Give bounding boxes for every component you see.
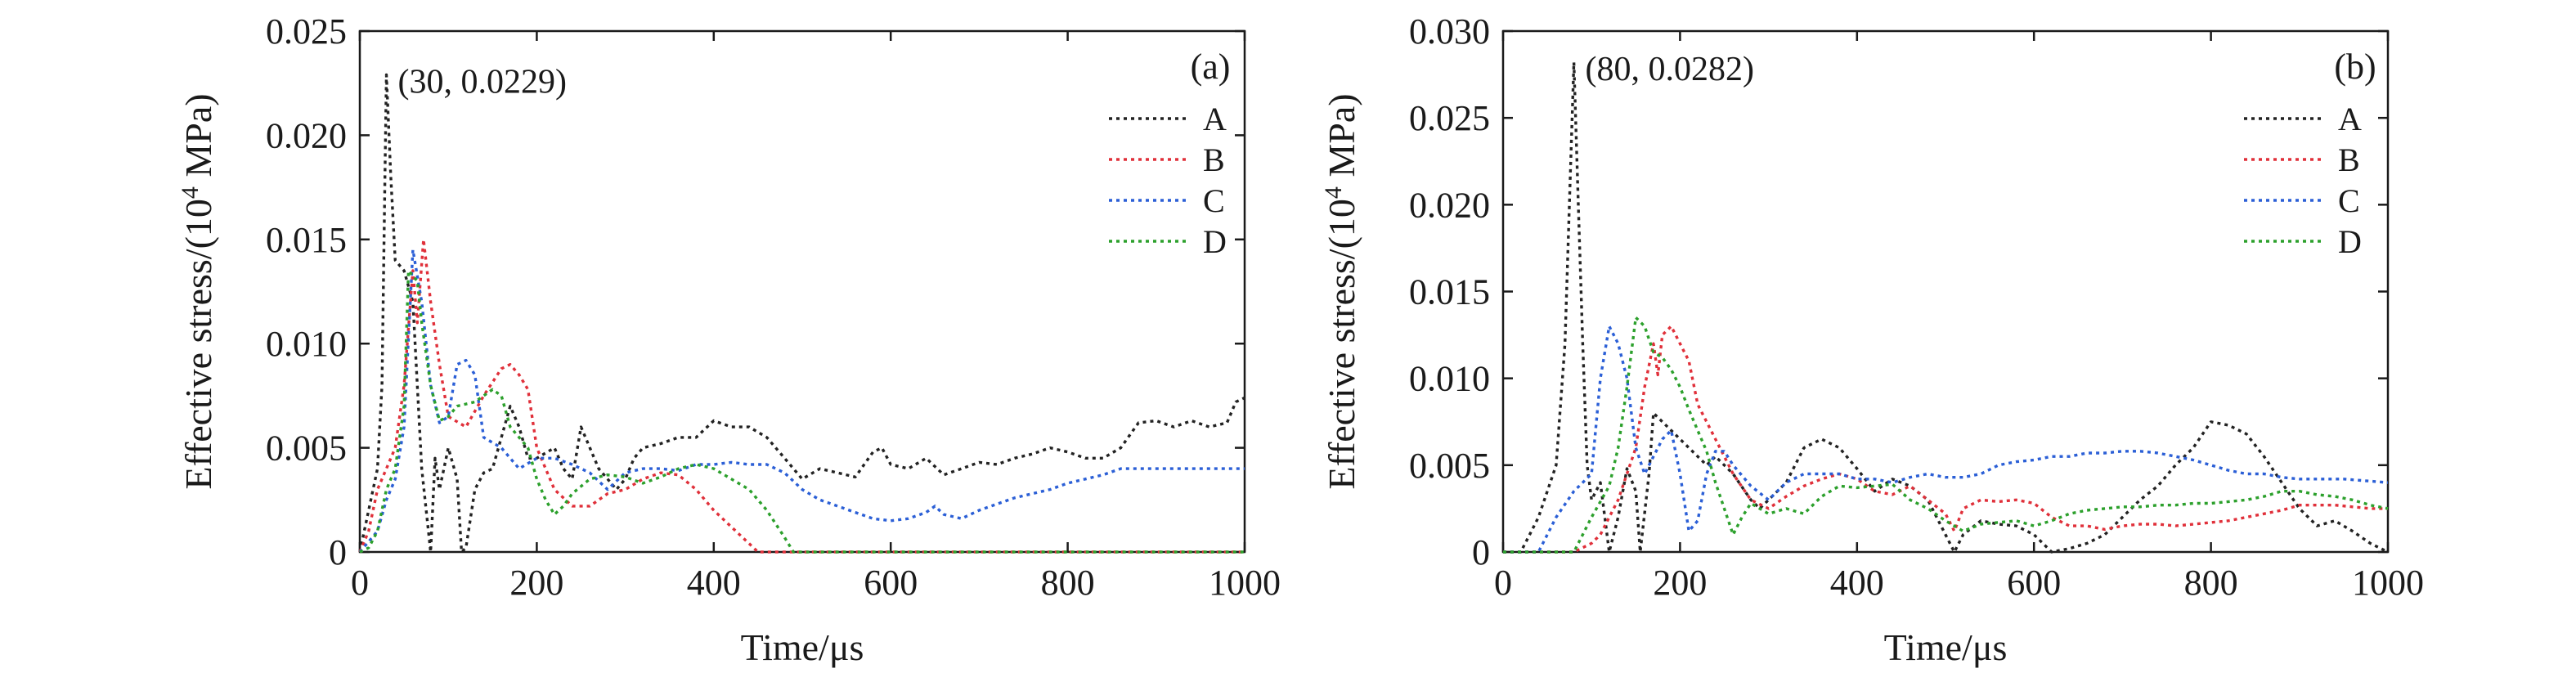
plot-frame bbox=[358, 29, 1246, 554]
legend-label-b: B bbox=[2338, 141, 2360, 178]
x-tick-label: 1000 bbox=[1209, 563, 1281, 603]
y-axis-title-superscript: 4 bbox=[1320, 186, 1347, 199]
x-tick-label: 0 bbox=[351, 563, 369, 603]
series-line-d bbox=[1503, 316, 2389, 554]
panel-label: (b) bbox=[2334, 47, 2376, 87]
legend-label-c: C bbox=[1203, 182, 1225, 219]
chart-panel-b: 0 200 400 600 800 1000 0 0.005 0.010 0.015 0.020 0.… bbox=[1320, 11, 2424, 668]
y-tick-label: 0.005 bbox=[1409, 446, 1490, 486]
x-tick-label: 600 bbox=[864, 563, 918, 603]
y-tick-label: 0.025 bbox=[266, 11, 347, 52]
y-axis-title: Effective stress/(104 MPa) bbox=[177, 93, 219, 489]
panel-label: (a) bbox=[1191, 47, 1231, 87]
x-tick-label: 400 bbox=[1830, 563, 1884, 603]
x-tick-label: 1000 bbox=[2352, 563, 2424, 603]
series-line-a bbox=[358, 73, 1245, 554]
chart-panel-a: 0 200 400 600 800 1000 0 0.005 0.010 0.015 0.020 0.… bbox=[177, 11, 1281, 668]
y-tick-label: 0.030 bbox=[1409, 11, 1490, 52]
legend-label-b: B bbox=[1203, 141, 1225, 178]
series-line-b bbox=[1503, 325, 2388, 554]
x-tick-label: 800 bbox=[2184, 563, 2238, 603]
legend-label-c: C bbox=[2338, 182, 2360, 219]
x-tick-label: 200 bbox=[509, 563, 563, 603]
legend-label-d: D bbox=[2338, 223, 2362, 260]
y-tick-label: 0.005 bbox=[266, 428, 347, 469]
series-line-c bbox=[1503, 325, 2389, 554]
plot-frame bbox=[1501, 29, 2390, 554]
series-line-c bbox=[358, 248, 1245, 554]
series-line-b bbox=[358, 238, 1245, 554]
x-axis-title: Time/μs bbox=[1884, 626, 2008, 668]
x-axis-title: Time/μs bbox=[741, 626, 864, 668]
peak-annotation: (30, 0.0229) bbox=[397, 64, 566, 101]
y-tick-label: 0.025 bbox=[1409, 98, 1490, 138]
x-tick-label: 200 bbox=[1653, 563, 1707, 603]
y-axis-title-unit: MPa) bbox=[177, 93, 219, 186]
x-tick-label: 0 bbox=[1494, 563, 1512, 603]
series-line-d bbox=[359, 269, 1245, 554]
peak-annotation: (80, 0.0282) bbox=[1586, 51, 1754, 88]
x-tick-label: 400 bbox=[687, 563, 741, 603]
y-axis-title-main: Effective stress/(10 bbox=[177, 199, 219, 490]
y-tick-label: 0.020 bbox=[1409, 185, 1490, 225]
y-tick-label: 0.020 bbox=[266, 115, 347, 155]
legend-label-d: D bbox=[1203, 223, 1227, 260]
y-tick-label: 0.010 bbox=[1409, 359, 1490, 399]
y-axis-title-superscript: 4 bbox=[177, 186, 204, 199]
y-tick-label: 0.015 bbox=[266, 220, 347, 260]
y-axis-title: Effective stress/(104 MPa) bbox=[1320, 93, 1362, 489]
legend-label-a: A bbox=[2338, 101, 2362, 137]
y-tick-label: 0 bbox=[329, 532, 347, 572]
y-tick-label: 0.010 bbox=[266, 324, 347, 364]
y-axis-title-unit: MPa) bbox=[1321, 93, 1362, 186]
legend-label-a: A bbox=[1203, 101, 1227, 137]
y-tick-label: 0.015 bbox=[1409, 272, 1490, 312]
y-axis-title-main: Effective stress/(10 bbox=[1321, 199, 1362, 490]
y-tick-label: 0 bbox=[1472, 532, 1490, 572]
x-tick-label: 800 bbox=[1041, 563, 1095, 603]
x-tick-label: 600 bbox=[2007, 563, 2061, 603]
